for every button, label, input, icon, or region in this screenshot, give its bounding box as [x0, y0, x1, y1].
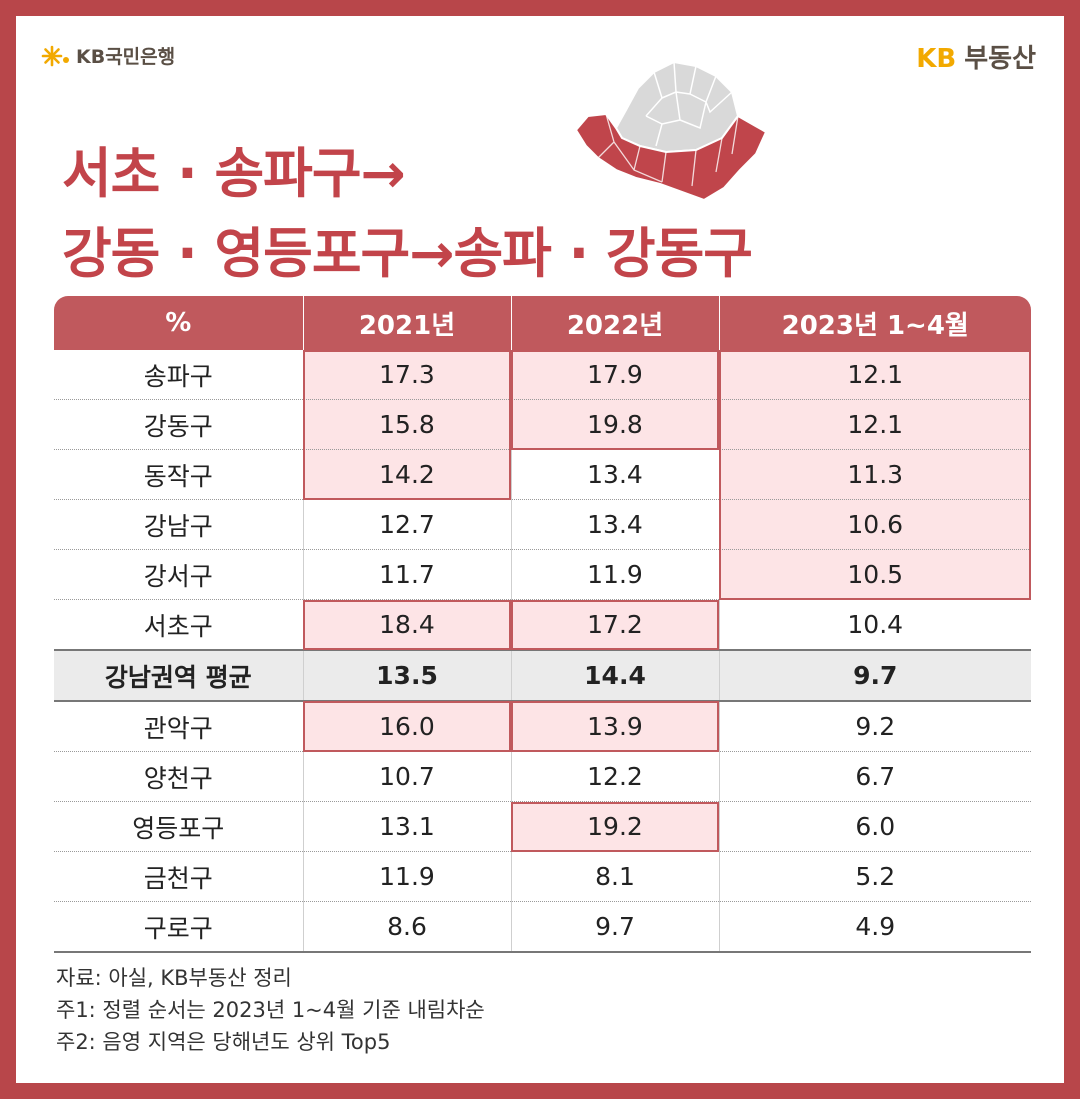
table-row: 강남구 12.7 13.4 10.6	[54, 499, 1031, 550]
district-cell: 구로구	[54, 901, 303, 953]
value-cell: 11.3	[718, 449, 1031, 500]
district-cell: 영등포구	[54, 801, 303, 852]
value-cell: 13.4	[510, 449, 719, 500]
table-row: 양천구 10.7 12.2 6.7	[54, 751, 1031, 802]
district-cell: 서초구	[54, 599, 303, 651]
table-row-average: 강남권역 평균 13.5 14.4 9.7	[54, 649, 1031, 702]
kb-realestate-logo: KB 부동산	[916, 38, 1036, 75]
title-line-1: 서초 · 송파구→	[62, 142, 406, 205]
district-cell: 강동구	[54, 399, 303, 450]
table-row: 구로구 8.6 9.7 4.9	[54, 901, 1031, 953]
table-row: 관악구 16.0 13.9 9.2	[54, 701, 1031, 752]
note-2: 주2: 음영 지역은 당해년도 상위 Top5	[56, 1030, 391, 1054]
value-cell: 6.7	[718, 751, 1031, 802]
value-cell: 9.7	[718, 649, 1031, 702]
data-table: % 2021년 2022년 2023년 1~4월 송파구 17.3 17.9 12.1…	[54, 296, 1031, 953]
value-cell: 12.1	[718, 399, 1031, 450]
column-header: %	[54, 296, 303, 350]
value-cell: 18.4	[302, 599, 511, 651]
value-cell: 9.2	[718, 701, 1031, 752]
value-cell: 13.5	[302, 649, 511, 702]
data-table-wrap: % 2021년 2022년 2023년 1~4월 송파구 17.3 17.9 12.1…	[54, 296, 1031, 953]
value-cell: 11.9	[510, 549, 719, 600]
value-cell: 10.7	[302, 751, 511, 802]
column-header: 2023년 1~4월	[718, 296, 1031, 350]
district-cell: 양천구	[54, 751, 303, 802]
value-cell: 14.2	[302, 449, 511, 500]
value-cell: 10.6	[718, 499, 1031, 550]
value-cell: 13.9	[510, 701, 719, 752]
value-cell: 13.4	[510, 499, 719, 550]
value-cell: 11.7	[302, 549, 511, 600]
value-cell: 10.4	[718, 599, 1031, 651]
table-row: 동작구 14.2 13.4 11.3	[54, 449, 1031, 500]
page-title: 서초 · 송파구→ 강동 · 영등포구→송파 · 강동구	[62, 134, 753, 294]
value-cell: 17.9	[510, 350, 719, 400]
value-cell: 12.7	[302, 499, 511, 550]
value-cell: 4.9	[718, 901, 1031, 953]
table-row: 영등포구 13.1 19.2 6.0	[54, 801, 1031, 852]
district-cell: 동작구	[54, 449, 303, 500]
column-header: 2022년	[510, 296, 719, 350]
table-row: 서초구 18.4 17.2 10.4	[54, 599, 1031, 651]
value-cell: 13.1	[302, 801, 511, 852]
value-cell: 14.4	[510, 649, 719, 702]
kb-bank-logo: KB국민은행	[40, 42, 175, 69]
value-cell: 12.2	[510, 751, 719, 802]
district-cell: 강남구	[54, 499, 303, 550]
value-cell: 15.8	[302, 399, 511, 450]
table-row: 금천구 11.9 8.1 5.2	[54, 851, 1031, 902]
table-header-row: % 2021년 2022년 2023년 1~4월	[54, 296, 1031, 350]
column-header: 2021년	[302, 296, 511, 350]
district-cell: 강남권역 평균	[54, 649, 303, 702]
kb-bank-logo-text: KB국민은행	[76, 46, 176, 68]
district-cell: 강서구	[54, 549, 303, 600]
value-cell: 6.0	[718, 801, 1031, 852]
value-cell: 11.9	[302, 851, 511, 902]
kb-realestate-kb: KB	[916, 44, 957, 74]
value-cell: 10.5	[718, 549, 1031, 600]
kb-realestate-text: 부동산	[964, 44, 1036, 74]
value-cell: 8.6	[302, 901, 511, 953]
district-cell: 관악구	[54, 701, 303, 752]
value-cell: 19.2	[510, 801, 719, 852]
table-row: 강서구 11.7 11.9 10.5	[54, 549, 1031, 600]
value-cell: 5.2	[718, 851, 1031, 902]
district-cell: 금천구	[54, 851, 303, 902]
value-cell: 8.1	[510, 851, 719, 902]
seoul-map-icon	[576, 60, 768, 202]
note-1: 주1: 정렬 순서는 2023년 1~4월 기준 내림차순	[56, 998, 485, 1022]
table-row: 송파구 17.3 17.9 12.1	[54, 350, 1031, 400]
kb-star-icon	[41, 45, 69, 66]
value-cell: 17.3	[302, 350, 511, 400]
notes: 자료: 아실, KB부동산 정리 주1: 정렬 순서는 2023년 1~4월 기…	[56, 962, 485, 1058]
title-line-2: 강동 · 영등포구→송파 · 강동구	[62, 222, 753, 285]
value-cell: 9.7	[510, 901, 719, 953]
value-cell: 16.0	[302, 701, 511, 752]
table-row: 강동구 15.8 19.8 12.1	[54, 399, 1031, 450]
value-cell: 17.2	[510, 599, 719, 651]
value-cell: 12.1	[718, 350, 1031, 400]
source-note: 자료: 아실, KB부동산 정리	[56, 966, 292, 990]
value-cell: 19.8	[510, 399, 719, 450]
district-cell: 송파구	[54, 350, 303, 400]
